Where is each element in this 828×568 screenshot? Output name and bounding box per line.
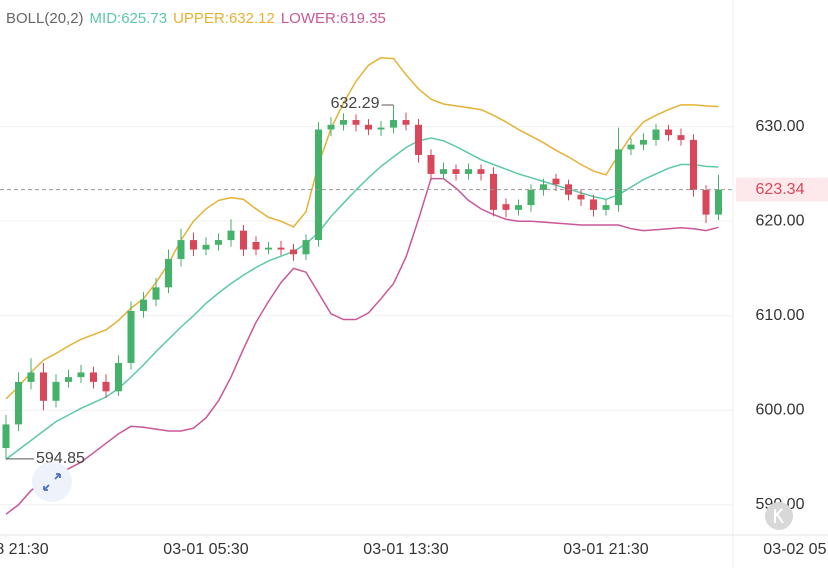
candle-body: [640, 139, 647, 145]
plot-area: [0, 56, 733, 515]
candle-body: [77, 372, 85, 378]
candle-body: [715, 189, 722, 215]
y-tick-label: 630.00: [756, 118, 805, 135]
candle-body: [402, 120, 410, 125]
last-price-label: 623.34: [756, 181, 805, 198]
candle-body: [477, 169, 485, 174]
candle-body: [315, 129, 322, 241]
candle-body: [552, 178, 560, 185]
last-price-box: [736, 177, 828, 202]
candle-body: [177, 240, 185, 259]
expand-button-bg[interactable]: [32, 462, 72, 502]
candle-body: [127, 310, 135, 363]
candle-body: [365, 124, 372, 130]
candle-body: [27, 372, 35, 382]
candle-body: [452, 169, 460, 174]
candle-body: [40, 372, 47, 401]
candle-body: [140, 299, 147, 311]
legend-indicator: BOLL(20,2): [6, 10, 84, 27]
candle-body: [115, 362, 122, 392]
candle-body: [15, 381, 22, 425]
candle-body: [102, 381, 110, 392]
candle-body: [152, 287, 160, 300]
candle-body: [215, 240, 222, 245]
candle-body: [427, 155, 435, 174]
y-tick-label: 600.00: [756, 401, 805, 418]
candle-body: [665, 129, 672, 136]
candle-body: [52, 381, 60, 401]
candle-body: [540, 184, 547, 190]
logo-icon[interactable]: [774, 508, 784, 524]
candle-body: [615, 149, 622, 206]
grid: [0, 126, 733, 506]
expand-button[interactable]: [32, 462, 72, 502]
candle-body: [352, 120, 360, 125]
candle-body: [327, 124, 335, 130]
candle-body: [415, 124, 422, 156]
candle-body: [577, 194, 585, 200]
candle-body: [602, 205, 610, 210]
y-tick-label: 610.00: [756, 307, 805, 324]
candle-body: [90, 372, 97, 382]
candle-body: [502, 204, 510, 210]
candle-body: [302, 240, 310, 255]
candle-body: [690, 139, 697, 190]
high-marker-label: 632.29: [331, 95, 380, 112]
candle-body: [265, 247, 272, 250]
candle-body: [377, 127, 385, 130]
candle-body: [202, 244, 210, 250]
legend: BOLL(20,2) MID:625.73 UPPER:632.12 LOWER:61…: [6, 10, 386, 27]
candle-body: [240, 230, 247, 250]
candle-body: [677, 135, 685, 140]
x-tick-label: 02-28 21:30: [0, 541, 49, 558]
candle-body: [65, 377, 72, 382]
band-line: [5, 137, 719, 460]
band-line: [5, 177, 719, 515]
legend-entry: UPPER:632.12: [173, 10, 275, 27]
candle-body: [190, 240, 197, 250]
candle-body: [440, 169, 447, 174]
candle-body: [340, 120, 347, 125]
x-tick-label: 03-02 05:30: [763, 541, 828, 558]
candle-body: [252, 241, 260, 250]
candle-body: [527, 189, 535, 206]
candle-body: [277, 247, 285, 250]
y-tick-label: 620.00: [756, 212, 805, 229]
expand-icon[interactable]: [43, 473, 61, 491]
candle-body: [390, 120, 397, 128]
candle-body: [290, 249, 297, 255]
x-tick-label: 03-01 13:30: [363, 541, 449, 558]
x-tick-label: 03-01 05:30: [163, 541, 249, 558]
candle-body: [2, 424, 10, 449]
x-tick-label: 03-01 21:30: [563, 541, 649, 558]
candle-body: [227, 230, 235, 241]
legend-entry: MID:625.73: [90, 10, 168, 27]
logo-button[interactable]: [765, 502, 793, 530]
candle-body: [490, 173, 497, 210]
candle-body: [465, 169, 472, 174]
candle-body: [652, 129, 660, 140]
band-line: [5, 56, 719, 400]
candle-body: [627, 144, 635, 150]
candle-body: [702, 189, 710, 215]
candle-body: [165, 258, 172, 288]
candle-body: [590, 199, 597, 210]
legend-entry: LOWER:619.35: [281, 10, 386, 27]
candle-body: [515, 205, 522, 210]
